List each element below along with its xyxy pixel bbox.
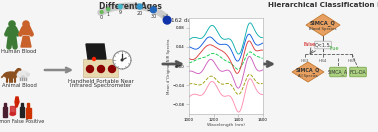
Polygon shape: [21, 36, 31, 47]
Text: SIMCA_A: SIMCA_A: [328, 69, 348, 75]
Bar: [3, 107, 7, 117]
Bar: [23, 25, 28, 34]
Text: FCL-DA: FCL-DA: [350, 70, 366, 74]
Y-axis label: Mean d¹Original NIR Spectra: Mean d¹Original NIR Spectra: [167, 38, 172, 94]
Text: SIMCA_Q: SIMCA_Q: [296, 68, 320, 73]
Text: 9: 9: [119, 10, 122, 15]
Polygon shape: [86, 44, 106, 59]
Text: Different Ages: Different Ages: [99, 2, 161, 11]
Text: HB4: HB4: [319, 59, 327, 63]
Text: Animal Blood: Animal Blood: [2, 83, 36, 88]
Polygon shape: [306, 14, 340, 36]
Text: Blood Species: Blood Species: [309, 27, 337, 31]
Text: Handheld Portable Near: Handheld Portable Near: [68, 79, 134, 84]
Circle shape: [24, 71, 28, 75]
Text: Q<1.5: Q<1.5: [315, 43, 331, 48]
Polygon shape: [292, 62, 324, 82]
Circle shape: [93, 58, 96, 60]
Circle shape: [150, 7, 156, 13]
Ellipse shape: [26, 73, 29, 76]
Circle shape: [163, 16, 171, 24]
X-axis label: Wavelength (nm): Wavelength (nm): [207, 123, 245, 127]
Circle shape: [23, 21, 29, 27]
Circle shape: [21, 71, 25, 75]
Bar: [83, 59, 118, 77]
Text: All Species: All Species: [298, 74, 318, 78]
Text: HB5: HB5: [348, 59, 356, 63]
Bar: [9, 26, 15, 36]
Bar: [4, 103, 6, 107]
Circle shape: [108, 65, 116, 72]
Text: 0: 0: [100, 15, 103, 20]
FancyBboxPatch shape: [350, 67, 366, 77]
Text: SIMCA_Q: SIMCA_Q: [310, 21, 336, 26]
Circle shape: [87, 65, 93, 72]
Circle shape: [98, 65, 104, 72]
Ellipse shape: [18, 72, 28, 78]
Circle shape: [107, 8, 110, 11]
Text: 30: 30: [150, 14, 156, 19]
Circle shape: [113, 51, 131, 69]
Circle shape: [18, 71, 22, 75]
Ellipse shape: [15, 70, 19, 75]
Bar: [20, 107, 24, 117]
Text: Human Blood: Human Blood: [1, 49, 37, 54]
Circle shape: [137, 4, 142, 9]
Text: Common False Positive: Common False Positive: [0, 119, 44, 124]
Text: Hierarchical Classification Model: Hierarchical Classification Model: [268, 2, 378, 8]
Bar: [10, 106, 15, 114]
FancyBboxPatch shape: [315, 41, 331, 49]
FancyBboxPatch shape: [330, 67, 346, 77]
Bar: [21, 103, 23, 107]
Bar: [25, 107, 31, 118]
Circle shape: [17, 73, 21, 77]
Circle shape: [118, 5, 122, 9]
Text: Infrared Spectrometer: Infrared Spectrometer: [70, 83, 132, 88]
Circle shape: [121, 59, 123, 61]
Text: 20: 20: [136, 11, 143, 16]
Text: 162 days: 162 days: [170, 18, 197, 23]
Ellipse shape: [10, 112, 15, 116]
Text: HB3: HB3: [301, 59, 309, 63]
Circle shape: [100, 11, 103, 13]
Circle shape: [9, 21, 15, 27]
Polygon shape: [15, 97, 19, 107]
Text: True: True: [328, 46, 339, 51]
Ellipse shape: [4, 72, 18, 78]
Ellipse shape: [17, 69, 21, 71]
Circle shape: [25, 73, 29, 77]
Bar: [27, 103, 29, 107]
Text: False: False: [304, 43, 316, 48]
Text: 1: 1: [107, 12, 110, 17]
